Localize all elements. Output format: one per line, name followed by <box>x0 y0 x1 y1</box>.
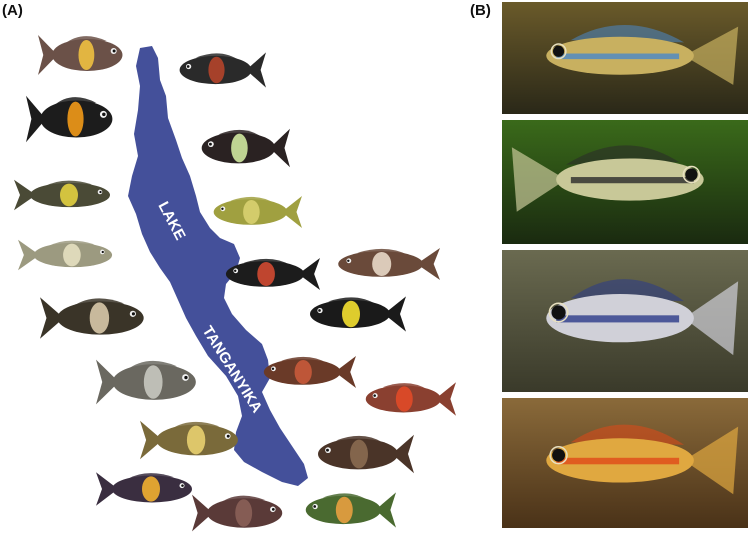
panel-b-label: (B) <box>470 2 491 19</box>
fish-tropheus-4 <box>201 128 290 168</box>
fish-tropheus-14 <box>140 420 238 460</box>
photo-apistogramma-1 <box>502 2 748 114</box>
fish-tropheus-16 <box>318 434 414 474</box>
photo-fish <box>546 424 739 495</box>
fish-tropheus-19 <box>305 492 396 528</box>
photo-apistogramma-4 <box>502 398 748 528</box>
photo-apistogramma-3 <box>502 250 748 392</box>
fish-tropheus-12 <box>96 359 196 405</box>
panel-a-label: (A) <box>2 2 23 19</box>
photo-3-image <box>502 250 748 392</box>
photo-4-image <box>502 398 748 528</box>
fish-tropheus-17 <box>96 472 192 506</box>
fish-tropheus-6 <box>213 196 302 228</box>
photo-2-image <box>502 120 748 244</box>
lake-map-figure: LAKE TANGANYIKA <box>14 35 456 532</box>
lake-tanganyika-shape <box>128 46 308 486</box>
fish-tropheus-8 <box>225 258 320 290</box>
fish-tropheus-5 <box>14 179 110 211</box>
photo-fish <box>546 279 739 356</box>
fish-tropheus-2 <box>179 52 266 88</box>
fish-tropheus-11 <box>310 296 406 332</box>
fish-tropheus-18 <box>192 494 283 532</box>
fish-tropheus-3 <box>26 95 113 143</box>
photo-fish <box>546 24 739 85</box>
photo-fish <box>511 145 704 212</box>
photo-1-image <box>502 2 748 114</box>
photo-apistogramma-2 <box>502 120 748 244</box>
fish-tropheus-7 <box>18 239 113 271</box>
fish-tropheus-9 <box>338 248 440 280</box>
fish-tropheus-13 <box>263 356 356 388</box>
fish-tropheus-1 <box>38 35 123 75</box>
fish-tropheus-10 <box>40 297 144 339</box>
fish-tropheus-15 <box>365 382 456 416</box>
